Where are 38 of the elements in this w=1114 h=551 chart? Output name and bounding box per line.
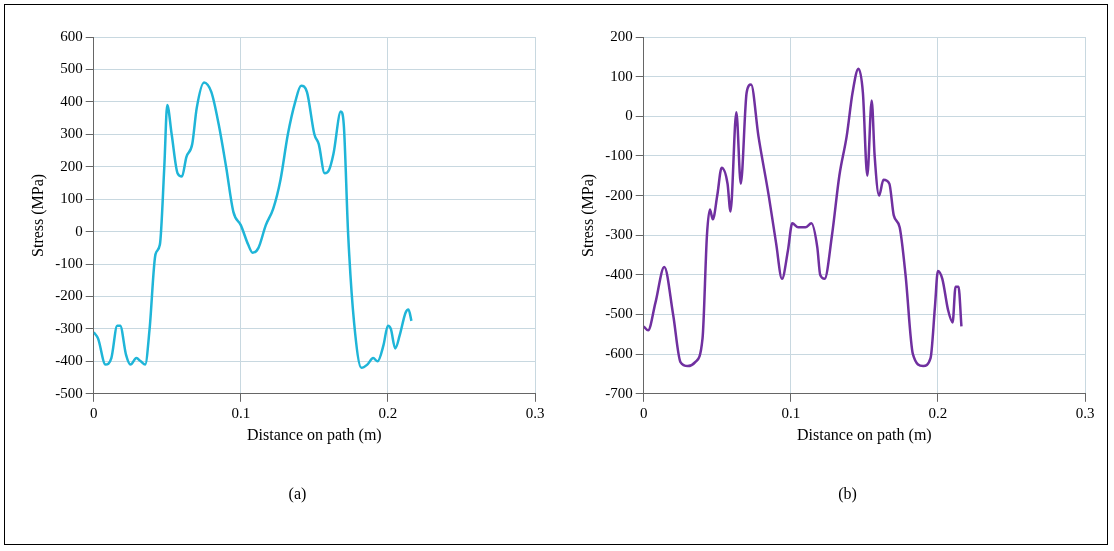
y-tick-label: -300 <box>55 319 83 336</box>
y-tick-label: -200 <box>55 287 83 304</box>
y-tick-label: 200 <box>60 157 83 174</box>
y-tick-label: 100 <box>610 67 633 84</box>
line-series <box>643 67 963 368</box>
y-tick-label: 500 <box>60 60 83 77</box>
y-tick-label: -500 <box>55 384 83 401</box>
text: (b) <box>837 485 858 503</box>
y-tick-label: -400 <box>55 352 83 369</box>
y-tick-label: -600 <box>605 345 633 362</box>
x-tick-label: 0 <box>89 404 98 421</box>
y-tick-label: -300 <box>605 226 633 243</box>
y-tick-label: -700 <box>605 384 633 401</box>
x-tick-label: 0.2 <box>928 404 948 421</box>
y-tick-label: -400 <box>605 265 633 282</box>
x-axis-title: Distance on path (m) <box>247 425 382 444</box>
text: (a) <box>287 485 308 503</box>
line-series <box>93 81 413 370</box>
x-tick-label: 0.3 <box>525 404 545 421</box>
y-tick-label: 600 <box>60 27 83 44</box>
y-tick-label: 400 <box>60 92 83 109</box>
x-tick-label: 0.2 <box>378 404 398 421</box>
y-axis-title: Stress (MPa) <box>578 173 597 257</box>
x-tick-label: 0 <box>639 404 648 421</box>
y-tick-label: 0 <box>625 107 633 124</box>
y-tick-label: 300 <box>60 125 83 142</box>
y-axis-title: Stress (MPa) <box>28 173 47 257</box>
y-tick-label: 200 <box>610 27 633 44</box>
y-tick-label: 0 <box>75 222 83 239</box>
y-tick-label: -200 <box>605 186 633 203</box>
y-tick-label: -500 <box>605 305 633 322</box>
x-tick-label: 0.1 <box>781 404 801 421</box>
y-tick-label: -100 <box>605 146 633 163</box>
x-axis-title: Distance on path (m) <box>797 425 932 444</box>
y-tick-label: -100 <box>55 254 83 271</box>
x-tick-label: 0.3 <box>1075 404 1095 421</box>
y-tick-label: 100 <box>60 190 83 207</box>
x-tick-label: 0.1 <box>231 404 251 421</box>
